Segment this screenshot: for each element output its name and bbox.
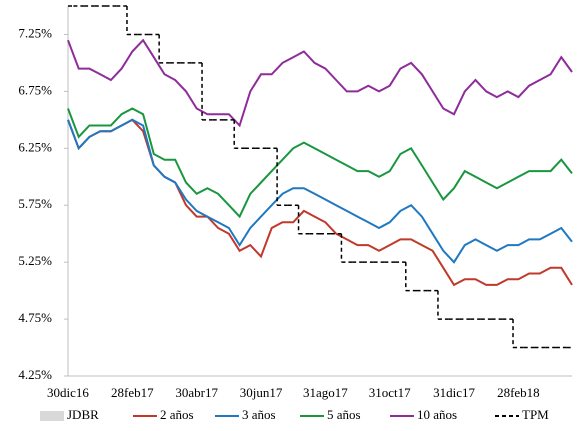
y-tick-label: 5.25% bbox=[18, 253, 52, 268]
series-line bbox=[67, 118, 573, 264]
series-line bbox=[67, 38, 573, 128]
x-tick-label: 30abr17 bbox=[175, 385, 218, 400]
series-line bbox=[67, 118, 573, 287]
x-tick-label: 31oct17 bbox=[369, 385, 411, 400]
x-tick-label: 28feb17 bbox=[111, 385, 154, 400]
x-tick-label: 30jun17 bbox=[240, 385, 283, 400]
x-tick-label: 28feb18 bbox=[497, 385, 540, 400]
legend-label: 2 años bbox=[160, 407, 194, 422]
legend-label: 10 años bbox=[417, 407, 457, 422]
y-tick-label: 4.75% bbox=[18, 310, 52, 325]
x-tick-label: 30dic16 bbox=[47, 385, 89, 400]
y-tick-label: 4.25% bbox=[18, 367, 52, 382]
legend-label: TPM bbox=[522, 407, 549, 422]
legend-label: 3 años bbox=[242, 407, 276, 422]
x-tick-label: 31ago17 bbox=[303, 385, 348, 400]
series-line bbox=[67, 107, 573, 219]
y-tick-label: 5.75% bbox=[18, 196, 52, 211]
legend-swatch bbox=[40, 411, 64, 421]
y-tick-label: 7.25% bbox=[18, 25, 52, 40]
y-tick-label: 6.75% bbox=[18, 82, 52, 97]
x-tick-label: 31dic17 bbox=[433, 385, 475, 400]
legend-label: 5 años bbox=[327, 407, 361, 422]
legend-label: JDBR bbox=[67, 407, 99, 422]
y-tick-label: 6.25% bbox=[18, 139, 52, 154]
